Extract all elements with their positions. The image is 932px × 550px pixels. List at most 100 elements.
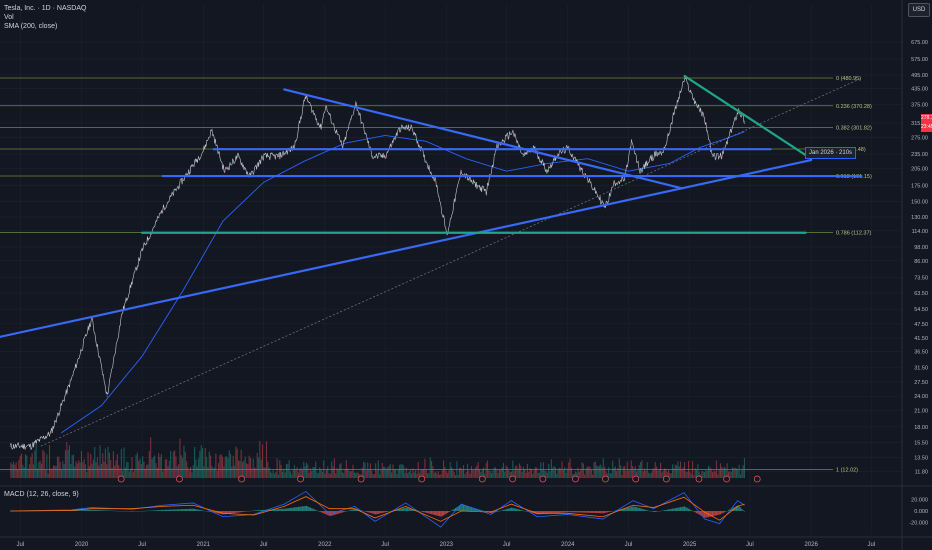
volume-bar xyxy=(170,450,172,478)
volume-bar xyxy=(432,466,434,478)
macd-histogram-bar xyxy=(485,511,487,512)
volume-bar xyxy=(682,467,684,478)
macd-histogram-bar xyxy=(351,509,353,511)
volume-bar xyxy=(598,465,600,478)
volume-bar xyxy=(86,472,88,478)
volume-bar xyxy=(136,452,138,478)
volume-bar xyxy=(637,469,639,478)
volume-bar xyxy=(102,453,104,478)
symbol-title[interactable]: Tesla, Inc. · 1D · NASDAQ xyxy=(4,5,87,12)
macd-histogram-bar xyxy=(598,511,600,514)
volume-bar xyxy=(620,465,622,478)
volume-bar xyxy=(510,471,513,478)
macd-histogram-bar xyxy=(86,510,88,511)
macd-histogram-bar xyxy=(399,509,401,511)
macd-histogram-bar xyxy=(372,511,374,514)
macd-histogram-bar xyxy=(223,511,225,515)
macd-histogram-bar xyxy=(335,511,337,515)
macd-histogram-bar xyxy=(558,511,561,513)
volume-bar xyxy=(498,469,501,478)
last-price-tag: 278.19 xyxy=(921,114,932,123)
macd-histogram-bar xyxy=(742,510,744,511)
macd-histogram-bar xyxy=(577,511,579,513)
volume-bar xyxy=(718,468,720,478)
price-tick-label: 18.00 xyxy=(914,425,928,431)
macd-histogram-bar xyxy=(686,507,688,511)
volume-bar xyxy=(70,464,72,478)
volume-bar xyxy=(14,464,16,478)
macd-histogram-bar xyxy=(664,510,666,511)
price-tick-label: 495.00 xyxy=(911,73,928,79)
price-point xyxy=(293,146,295,149)
volume-bar xyxy=(613,467,615,478)
macd-histogram-bar xyxy=(574,511,577,513)
macd-histogram-bar xyxy=(273,509,276,511)
volume-bar xyxy=(610,473,612,478)
price-point xyxy=(471,181,473,183)
macd-histogram-bar xyxy=(605,511,607,513)
volume-bar xyxy=(473,470,475,478)
volume-label[interactable]: Vol xyxy=(4,14,14,21)
volume-bar xyxy=(79,462,81,478)
macd-histogram-bar xyxy=(272,509,274,511)
macd-histogram-bar xyxy=(433,511,435,515)
volume-bar xyxy=(312,466,314,478)
volume-bar xyxy=(251,468,253,478)
macd-histogram-bar xyxy=(171,509,173,511)
macd-line xyxy=(10,490,745,528)
volume-bar xyxy=(669,472,671,478)
volume-bar xyxy=(281,471,284,478)
currency-button[interactable]: USD xyxy=(908,3,930,17)
macd-histogram-bar xyxy=(441,511,443,517)
volume-bar xyxy=(485,463,487,478)
volume-bar xyxy=(308,472,310,478)
time-tick-label: Jul xyxy=(138,542,146,548)
volume-bar xyxy=(80,450,82,478)
macd-histogram-bar xyxy=(191,508,193,511)
price-tick-label: 315.00 xyxy=(911,121,928,127)
volume-bar xyxy=(413,472,415,478)
volume-bar xyxy=(508,470,510,478)
sma-label[interactable]: SMA (200, close) xyxy=(4,23,58,30)
fibonacci-retracement[interactable]: 0 (480.95) 0.236 (370.28) 0.382 (301.82) 0.… xyxy=(0,76,872,474)
volume-bar xyxy=(351,471,353,478)
macd-histogram-bar xyxy=(540,511,542,515)
macd-histogram-bar xyxy=(445,511,447,514)
volume-bar xyxy=(151,458,153,478)
macd-histogram-bar xyxy=(312,508,314,511)
volume-bar xyxy=(42,449,44,478)
volume-bar xyxy=(204,448,206,478)
price-axis[interactable]: 675.00 575.00 495.00 435.00 375.00 315.00 275.… xyxy=(901,0,928,550)
price-point xyxy=(30,445,32,447)
volume-bar xyxy=(556,473,558,478)
volume-bar xyxy=(478,469,481,478)
volume-bar xyxy=(275,472,277,478)
macd-histogram-bar xyxy=(132,511,135,512)
macd-label[interactable]: MACD (12, 26, close, 9) xyxy=(4,491,79,498)
macd-histogram-bar xyxy=(256,510,258,511)
volume-bar xyxy=(176,466,178,478)
macd-histogram-bar xyxy=(601,511,603,514)
macd-histogram-bar xyxy=(706,511,708,518)
macd-histogram-bar xyxy=(300,506,302,511)
volume-bar xyxy=(395,469,397,478)
macd-histogram-bar xyxy=(231,511,233,514)
macd-histogram-bar xyxy=(580,511,582,513)
volume-bar xyxy=(31,453,33,478)
macd-histogram-bar xyxy=(303,506,305,511)
macd-histogram-bar xyxy=(299,506,301,511)
volume-bar xyxy=(570,467,572,478)
trendlines[interactable] xyxy=(0,74,863,338)
earnings-markers[interactable] xyxy=(117,475,761,483)
volume-bar xyxy=(550,459,552,478)
volume-bar xyxy=(521,472,523,478)
volume-bar xyxy=(329,473,331,478)
volume-bar xyxy=(311,471,313,478)
volume-bar xyxy=(458,467,461,478)
volume-bar xyxy=(383,466,385,478)
time-axis[interactable]: Jul 2020 Jul 2021 Jul 2022 Jul 2023 Jul 2024 Jul 20… xyxy=(0,536,932,548)
volume-bar xyxy=(616,471,618,478)
price-tick-label: 21.00 xyxy=(914,408,928,414)
volume-bar xyxy=(182,458,184,478)
